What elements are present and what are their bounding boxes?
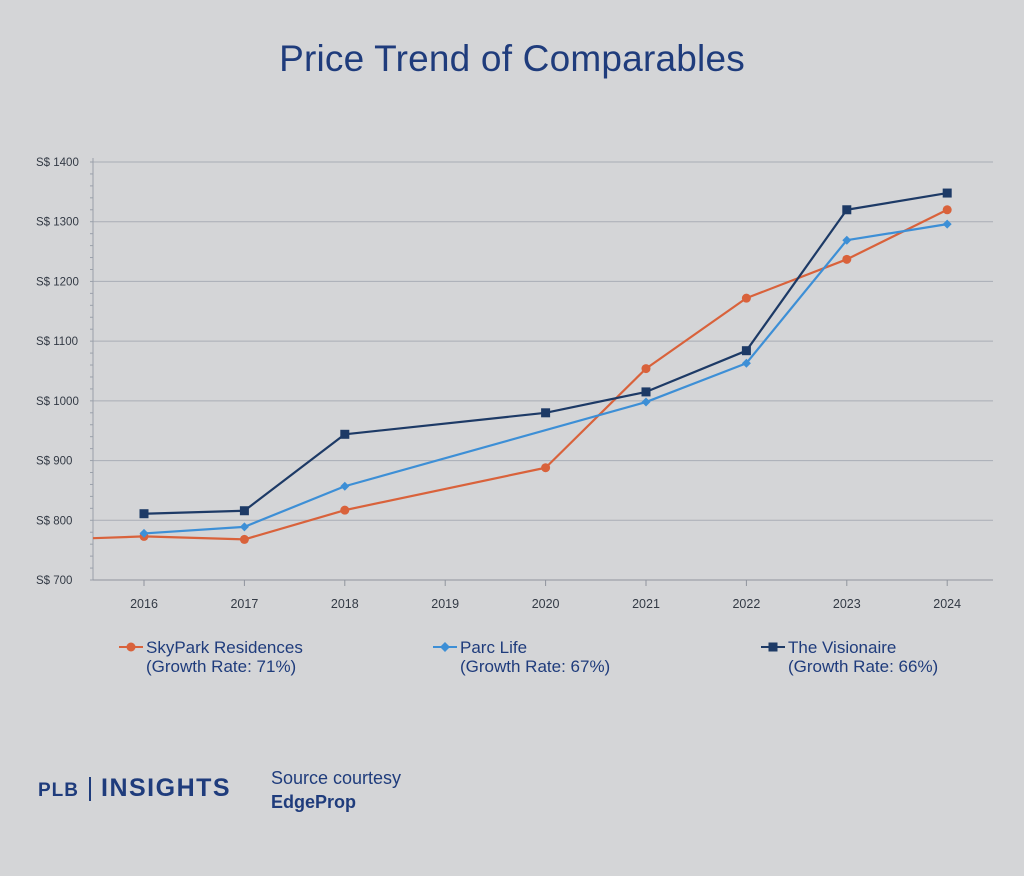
axes [90, 158, 993, 586]
point-the-visionaire-2018 [340, 429, 350, 439]
legend-item-visionaire: The Visionaire (Growth Rate: 66%) [760, 638, 938, 676]
point-the-visionaire-2017 [239, 506, 249, 516]
legend-note-parc-life: (Growth Rate: 67%) [460, 657, 611, 676]
x-tick-label-2022: 2022 [732, 597, 760, 611]
point-the-visionaire-2020 [541, 408, 551, 418]
x-tick-label-2020: 2020 [532, 597, 560, 611]
point-the-visionaire-2016 [139, 509, 149, 519]
legend-label-parc-life: Parc Life [460, 638, 528, 657]
point-parc-life-2018 [340, 481, 350, 491]
x-tick-label-2017: 2017 [230, 597, 258, 611]
y-tick-label-4: S$ 1100 [36, 336, 78, 348]
y-tick-label-7: S$ 1400 [36, 157, 79, 169]
legend-marker-parc-life [433, 642, 457, 652]
brand-logo: PLB INSIGHTS [38, 774, 231, 803]
series-line-skypark-residences [92, 208, 948, 541]
point-skypark-residences-2023 [842, 254, 852, 264]
point-skypark-residences-2020 [541, 463, 551, 473]
legend-note-visionaire: (Growth Rate: 66%) [788, 657, 939, 676]
y-tick-label-0: S$ 700 [36, 575, 72, 587]
legend-marker-skypark [119, 642, 143, 652]
y-tick-label-6: S$ 1300 [36, 217, 79, 229]
point-parc-life-2022 [741, 358, 751, 368]
point-skypark-residences-2024 [942, 205, 952, 215]
legend-label-skypark: SkyPark Residences [146, 638, 303, 657]
legend-item-parc-life: Parc Life (Growth Rate: 67%) [432, 638, 610, 676]
point-skypark-residences-2018 [340, 505, 350, 515]
brand-plb: PLB [38, 780, 79, 801]
y-tick-label-5: S$ 1200 [36, 276, 79, 288]
legend-item-skypark: SkyPark Residences (Growth Rate: 71%) [118, 638, 303, 676]
series-line-parc-life [143, 223, 948, 535]
point-the-visionaire-2021 [641, 387, 651, 397]
x-tick-label-2021: 2021 [632, 597, 660, 611]
point-skypark-residences-2021 [641, 364, 651, 374]
source-credit: Source courtesy EdgeProp [271, 766, 401, 814]
x-tick-label-2016: 2016 [130, 597, 158, 611]
point-skypark-residences-2017 [239, 534, 249, 544]
point-parc-life-2021 [641, 397, 651, 407]
brand-divider [89, 777, 91, 801]
legend-note-skypark: (Growth Rate: 71%) [146, 657, 297, 676]
legend-label-visionaire: The Visionaire [788, 638, 897, 657]
point-parc-life-2023 [842, 235, 852, 245]
x-tick-label-2023: 2023 [833, 597, 861, 611]
point-parc-life-2016 [139, 528, 149, 538]
point-the-visionaire-2023 [842, 205, 852, 215]
y-tick-labels: S$ 700 S$ 800 S$ 900 S$ 1000 S$ 1100 S$ 1200 S… [36, 157, 79, 587]
x-tick-label-2024: 2024 [933, 597, 961, 611]
source-line-1: Source courtesy [271, 768, 402, 788]
series-markers [139, 188, 952, 544]
x-tick-labels: 2016 2017 2018 2019 2020 2021 2022 2023 2024 [130, 597, 961, 611]
point-parc-life-2024 [942, 219, 952, 229]
legend-marker-visionaire [761, 642, 785, 652]
source-line-2: EdgeProp [271, 792, 357, 812]
point-parc-life-2017 [239, 522, 249, 532]
point-the-visionaire-2022 [741, 346, 751, 356]
x-tick-label-2019: 2019 [431, 597, 459, 611]
point-the-visionaire-2024 [942, 188, 952, 198]
grid-lines [93, 161, 993, 521]
y-tick-label-1: S$ 800 [36, 515, 72, 527]
y-tick-label-2: S$ 900 [36, 456, 72, 468]
brand-insights: INSIGHTS [101, 774, 232, 802]
x-tick-label-2018: 2018 [331, 597, 359, 611]
series-lines [92, 191, 948, 541]
y-tick-label-3: S$ 1000 [36, 396, 79, 408]
point-skypark-residences-2022 [741, 293, 751, 303]
series-line-the-visionaire [143, 191, 948, 515]
chart-title: Price Trend of Comparables [279, 38, 745, 79]
